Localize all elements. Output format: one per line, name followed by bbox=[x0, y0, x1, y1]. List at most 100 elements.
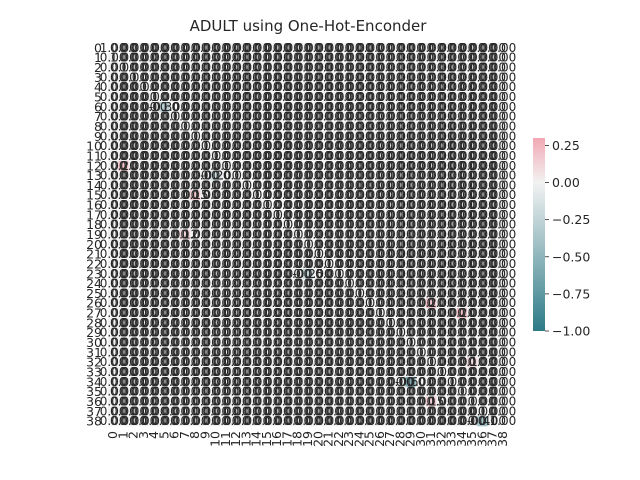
heatmap-cell bbox=[466, 72, 478, 83]
heatmap-cell bbox=[405, 131, 416, 142]
heatmap-cell bbox=[128, 219, 140, 230]
heatmap-cell bbox=[118, 131, 129, 142]
heatmap-cell bbox=[466, 347, 478, 358]
heatmap-cell bbox=[210, 268, 222, 279]
heatmap-cell bbox=[190, 111, 201, 122]
cell-annotation: 0.00 bbox=[100, 80, 127, 94]
cell-annotation: 0.00 bbox=[469, 51, 496, 65]
heatmap-cell bbox=[477, 52, 488, 63]
cell-annotation: 0.00 bbox=[131, 90, 158, 104]
cell-annotation: 0.00 bbox=[366, 129, 393, 143]
heatmap-cell bbox=[425, 72, 437, 83]
cell-annotation: 0.00 bbox=[315, 90, 342, 104]
heatmap-cell bbox=[292, 317, 304, 329]
heatmap-cell bbox=[261, 82, 273, 93]
heatmap-cell bbox=[200, 396, 211, 407]
heatmap-cell bbox=[179, 249, 191, 260]
heatmap-cell bbox=[231, 317, 242, 329]
cell-annotation: 0.00 bbox=[490, 139, 517, 153]
heatmap-cell bbox=[149, 259, 160, 270]
heatmap-cell bbox=[405, 62, 416, 73]
heatmap-cell bbox=[231, 259, 242, 270]
cell-annotation: 0.00 bbox=[182, 169, 209, 183]
heatmap-cell bbox=[179, 337, 191, 348]
heatmap-cell bbox=[128, 249, 140, 260]
heatmap-cell bbox=[405, 406, 416, 417]
heatmap-cell bbox=[446, 92, 458, 103]
heatmap-cell bbox=[477, 337, 488, 348]
heatmap-cell bbox=[118, 288, 129, 299]
heatmap-cell bbox=[456, 151, 468, 162]
heatmap-cell bbox=[343, 82, 355, 93]
heatmap-cell bbox=[477, 82, 488, 93]
heatmap-cell bbox=[323, 160, 334, 171]
heatmap-cell bbox=[251, 131, 263, 142]
cell-annotation: 0.00 bbox=[172, 70, 199, 84]
heatmap-cell bbox=[108, 43, 119, 54]
cell-annotation: 0.00 bbox=[315, 119, 342, 133]
heatmap-cell bbox=[425, 278, 437, 289]
heatmap-cell bbox=[323, 308, 334, 319]
heatmap-cell bbox=[364, 111, 375, 122]
heatmap-cell bbox=[128, 308, 140, 319]
heatmap-cell bbox=[272, 288, 283, 299]
heatmap-cell bbox=[292, 347, 304, 358]
heatmap-cell bbox=[384, 308, 396, 319]
heatmap-cell bbox=[436, 62, 447, 73]
heatmap-cell bbox=[456, 180, 468, 191]
heatmap-cell bbox=[138, 151, 150, 162]
heatmap-cell bbox=[405, 249, 416, 260]
heatmap-cell bbox=[292, 396, 304, 407]
heatmap-cell bbox=[292, 406, 304, 417]
heatmap-cell bbox=[343, 308, 355, 319]
heatmap-cell bbox=[456, 308, 468, 319]
heatmap-cell bbox=[210, 239, 222, 250]
heatmap-cell bbox=[220, 327, 232, 338]
heatmap-cell bbox=[302, 200, 314, 211]
heatmap-cell bbox=[149, 92, 160, 103]
heatmap-cell bbox=[374, 376, 386, 388]
heatmap-cell bbox=[118, 357, 129, 368]
heatmap-cell bbox=[210, 219, 222, 230]
heatmap-cell bbox=[251, 160, 263, 171]
heatmap-cell bbox=[231, 337, 242, 348]
heatmap-cell bbox=[497, 72, 509, 83]
heatmap-cell bbox=[292, 229, 304, 240]
heatmap-cell bbox=[128, 357, 140, 368]
heatmap-cell bbox=[354, 259, 365, 270]
heatmap-cell bbox=[241, 82, 252, 93]
heatmap-cell bbox=[128, 190, 140, 201]
heatmap-cell bbox=[302, 219, 314, 230]
heatmap-cell bbox=[374, 357, 386, 368]
cell-annotation: 0.00 bbox=[120, 70, 147, 84]
heatmap-cell bbox=[374, 367, 386, 378]
heatmap-cell bbox=[415, 278, 427, 289]
heatmap-cell bbox=[138, 229, 150, 240]
cell-annotation: 0.00 bbox=[366, 110, 393, 124]
heatmap-cell bbox=[343, 406, 355, 417]
heatmap-cell bbox=[179, 190, 191, 201]
heatmap-cell bbox=[415, 386, 427, 397]
heatmap-cell bbox=[128, 317, 140, 329]
heatmap-cell bbox=[477, 219, 488, 230]
heatmap-cell bbox=[302, 151, 314, 162]
cell-annotation: 0.00 bbox=[223, 110, 250, 124]
heatmap-cell bbox=[220, 229, 232, 240]
cell-annotation: 0.00 bbox=[346, 159, 373, 173]
heatmap-cell bbox=[220, 259, 232, 270]
heatmap-cell bbox=[159, 406, 170, 417]
heatmap-cell bbox=[159, 376, 170, 388]
heatmap-cell bbox=[272, 92, 283, 103]
heatmap-cell bbox=[374, 151, 386, 162]
heatmap-cell bbox=[466, 288, 478, 299]
heatmap-cell bbox=[179, 209, 191, 221]
cell-annotation: 0.00 bbox=[141, 119, 168, 133]
heatmap-cell bbox=[425, 111, 437, 122]
cell-annotation: 0.00 bbox=[407, 159, 434, 173]
heatmap-cell bbox=[354, 249, 365, 260]
heatmap-cell bbox=[128, 259, 140, 270]
cell-annotation: 0.00 bbox=[120, 139, 147, 153]
cell-annotation: 0.00 bbox=[100, 169, 127, 183]
cell-annotation: 0.00 bbox=[490, 70, 517, 84]
heatmap-cell bbox=[251, 92, 263, 103]
